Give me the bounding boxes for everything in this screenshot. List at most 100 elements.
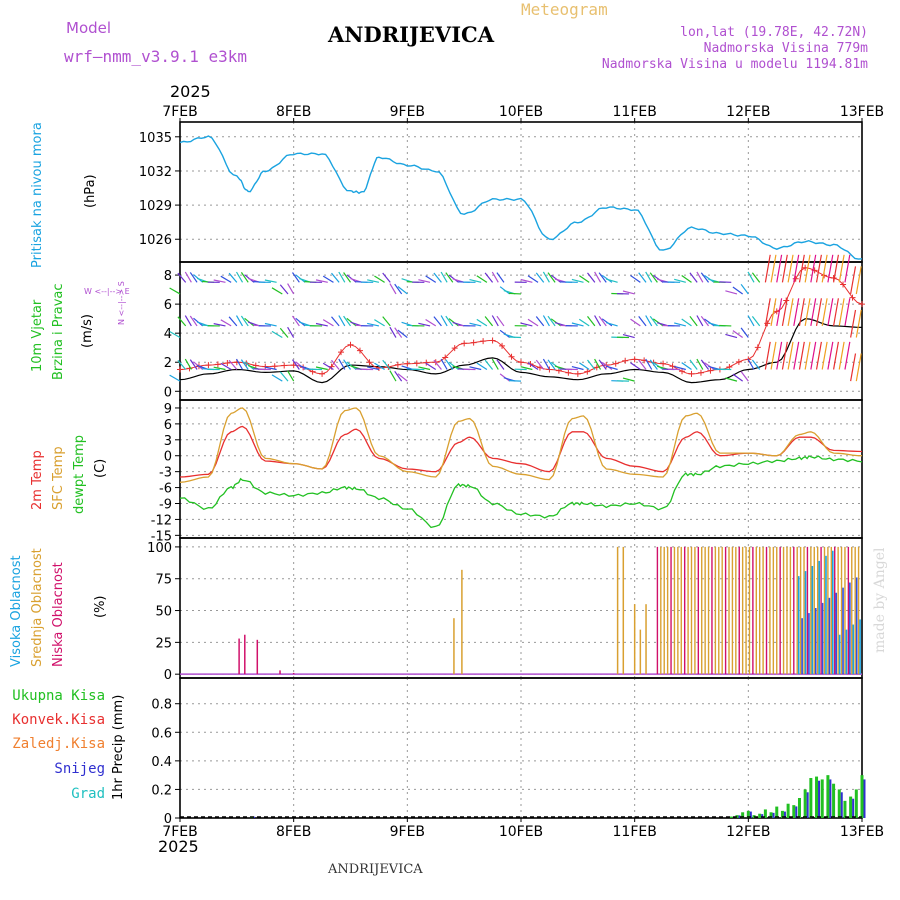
wind-arrow [445, 359, 454, 370]
wind-arrow [394, 370, 403, 382]
wind-arrow [605, 278, 618, 283]
wind-arrow [315, 366, 328, 371]
wind-arrow [645, 315, 653, 327]
wind-arrow [279, 327, 289, 338]
wind-arrow [189, 359, 198, 370]
wind-arrow [235, 315, 244, 327]
wind-arrow [374, 275, 385, 283]
wind-arrow [425, 362, 437, 371]
wind-arrow [815, 298, 822, 327]
y-tick-label: 1026 [139, 233, 172, 248]
wind-arrow [821, 341, 828, 370]
wind-arrow [394, 283, 403, 295]
wind-arrow [535, 359, 545, 370]
y-tick-label: 9 [164, 402, 172, 417]
wind-arrow [331, 359, 340, 370]
y-tick-label: -12 [151, 513, 172, 528]
wind-arrow [832, 298, 839, 327]
gust-marker [271, 363, 278, 370]
wind-arrow [184, 271, 192, 283]
wind-arrow [343, 315, 351, 327]
wind-arrow [287, 370, 295, 382]
precip-bar [786, 803, 790, 818]
wind-arrow [535, 272, 545, 283]
wind-arrow [445, 315, 454, 327]
precip-bar [729, 816, 733, 818]
wind-arrow [776, 298, 783, 327]
wind-arrow [287, 326, 295, 338]
wind-arrow [649, 359, 658, 370]
gust-marker [859, 301, 865, 308]
wind-arrow [279, 371, 289, 382]
wind-arrow [630, 275, 641, 283]
gust-marker [394, 361, 401, 368]
wind-arrow [571, 322, 584, 327]
wind-arrow [578, 318, 590, 327]
wind-arrow [630, 362, 641, 370]
wind-arrow [189, 272, 198, 283]
precip-bar [809, 778, 813, 818]
wind-arrow [732, 373, 744, 382]
wind-arrow [798, 341, 805, 370]
y-tick-label: 1032 [139, 165, 172, 180]
wind-arrow [547, 359, 556, 370]
wind-arrow [508, 336, 522, 339]
wind-arrow [810, 341, 817, 370]
snow-bar [738, 815, 741, 818]
y-tick-label: 75 [155, 573, 172, 588]
wind-arrow [338, 271, 346, 283]
wind-arrow [764, 341, 771, 370]
wind-arrow [343, 359, 351, 370]
wind-arrow [810, 298, 817, 327]
wind-arrow [469, 366, 482, 371]
wind-arrow [367, 279, 380, 283]
x-tick-label-top: 9FEB [390, 104, 425, 120]
gust-marker [565, 369, 572, 376]
gust-marker [470, 339, 477, 346]
wind-arrow [315, 279, 328, 283]
gust-marker [754, 344, 761, 351]
precip-bar [815, 776, 819, 818]
y-tick-label: 4 [164, 327, 172, 342]
wind-arrow [496, 315, 505, 327]
y-tick-label: 0.6 [151, 726, 172, 741]
gust-marker [205, 362, 212, 369]
gust-marker [707, 367, 714, 374]
wind-arrow [740, 283, 749, 295]
wind-arrow [445, 272, 454, 283]
wind-arrow [645, 358, 653, 370]
wind-arrow [433, 316, 442, 327]
wind-arrow [177, 316, 187, 327]
wind-arrow [700, 315, 710, 327]
wind-arrow [287, 283, 295, 295]
wind-arrow [547, 272, 556, 283]
precip-bar [797, 798, 801, 818]
wind-arrow [491, 358, 499, 370]
gust-marker [404, 360, 411, 367]
wind-arrow [827, 298, 834, 327]
wind-arrow [535, 316, 545, 327]
snow-bar [749, 811, 752, 818]
wind-arrow [605, 365, 618, 371]
snow-bar [852, 798, 855, 818]
wind-arrow [776, 341, 783, 370]
wind-arrow [645, 271, 653, 283]
wind-arrow [425, 275, 437, 283]
gust-marker [461, 340, 468, 347]
wind-arrow [520, 278, 533, 283]
precip-bar [803, 789, 807, 818]
model-label: Model [66, 19, 112, 37]
wind-arrow [700, 272, 710, 283]
wind-arrow [496, 272, 505, 283]
model-altitude: Nadmorska Visina u modelu 1194.81m [601, 57, 868, 72]
x-tick-label-top: 12FEB [726, 104, 770, 120]
wind-arrow [622, 290, 635, 295]
wind-arrow [292, 272, 300, 283]
y-tick-label: 0.4 [151, 755, 172, 770]
x-tick-label-top: 13FEB [840, 104, 884, 120]
precip-bar [860, 775, 864, 818]
wind-arrow [177, 360, 187, 370]
wind-arrow [798, 254, 805, 283]
wind-arrow [700, 359, 710, 370]
precip-bar [775, 806, 779, 818]
